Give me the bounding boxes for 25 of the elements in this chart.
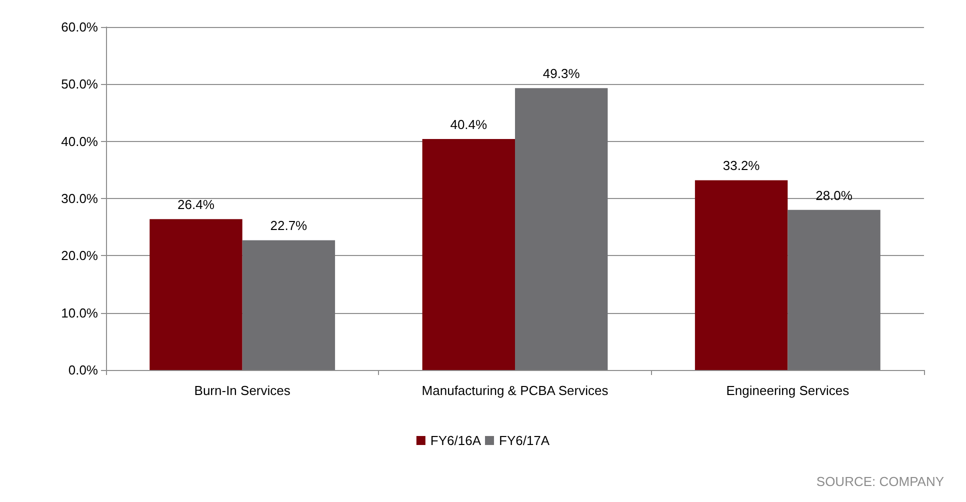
data-label: 22.7% [270, 218, 308, 234]
bar [422, 139, 515, 370]
data-label: 33.2% [722, 158, 760, 174]
bar [788, 210, 880, 370]
bar [150, 219, 242, 370]
y-tick-label: 40.0% [61, 134, 98, 149]
data-label: 26.4% [178, 197, 215, 212]
data-label: 49.3% [542, 66, 580, 82]
y-tick-label: 60.0% [61, 20, 98, 34]
bar [515, 88, 608, 370]
y-tick-label: 10.0% [61, 305, 98, 320]
y-tick-label: 50.0% [61, 76, 98, 92]
data-label: 28.0% [816, 188, 853, 203]
legend-label: FY6/17A [499, 433, 550, 448]
bar [242, 240, 336, 370]
y-tick-label: 20.0% [61, 248, 98, 264]
legend-label: FY6/16A [430, 433, 482, 448]
y-tick-label: 0.0% [68, 362, 98, 378]
source-note: SOURCE: COMPANY [816, 474, 944, 489]
x-tick-label: Burn-In Services [194, 383, 291, 398]
bar [694, 180, 788, 370]
y-tick-label: 30.0% [61, 191, 98, 206]
data-label: 40.4% [450, 117, 488, 132]
x-tick-label: Manufacturing & PCBA Services [422, 383, 609, 398]
x-tick-label: Engineering Services [726, 383, 850, 398]
